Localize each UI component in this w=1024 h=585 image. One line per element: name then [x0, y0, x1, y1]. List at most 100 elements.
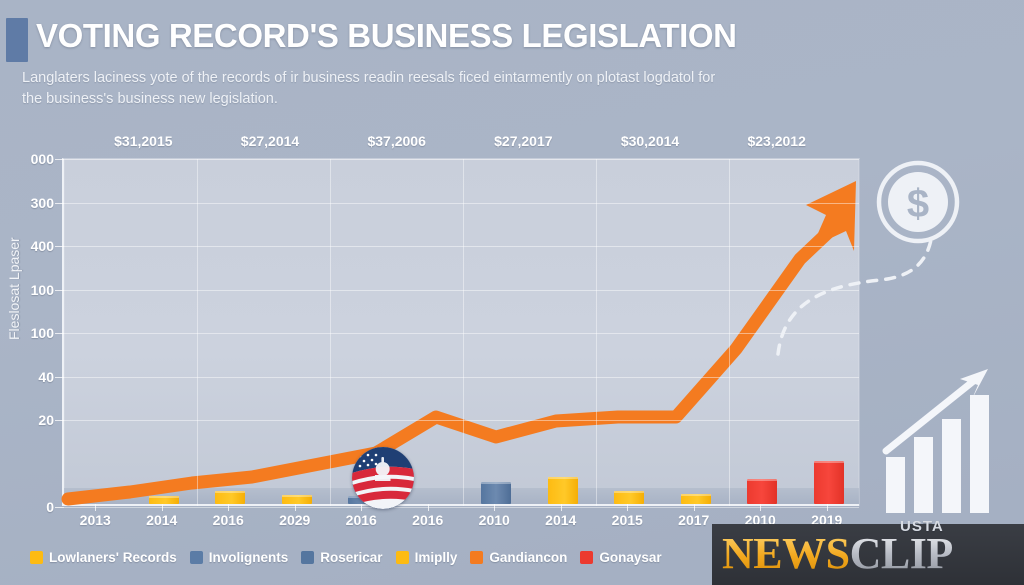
x-axis-tick-label: 2010	[478, 512, 510, 528]
y-axis-tick-label: 100	[30, 325, 54, 341]
legend-swatch	[470, 550, 484, 564]
legend-label: Gonaysar	[599, 549, 662, 565]
x-axis-tick-label: 2017	[678, 512, 710, 528]
x-axis-tick-label: 2016	[212, 512, 244, 528]
legend-item[interactable]: Imiplly	[395, 550, 457, 565]
x-axis-tick-mark	[427, 504, 429, 511]
chart-bar	[614, 490, 645, 504]
y-axis-tick-label: 40	[38, 368, 54, 385]
gridline-horizontal	[64, 507, 859, 508]
header: VOTING RECORD'S BUSINESS LEGISLATION Lan…	[0, 0, 1024, 118]
legend-item[interactable]: Involignents	[189, 549, 289, 565]
logo-news-text: NEWS	[722, 529, 850, 578]
plot-floor	[64, 488, 859, 504]
x-axis-tick-label: 2013	[79, 512, 111, 528]
legend-swatch	[580, 550, 594, 564]
logo-plate	[712, 524, 1024, 585]
x-axis-tick-mark	[494, 504, 496, 511]
y-axis-tick-mark	[55, 202, 64, 204]
chart-bar	[148, 496, 179, 504]
usta-label: USTA	[900, 518, 944, 535]
top-value-label: $27,2014	[240, 133, 300, 149]
gridline-horizontal	[64, 202, 859, 204]
x-axis-tick-mark	[627, 504, 629, 511]
y-axis-tick-mark	[55, 333, 64, 334]
chart-bar	[813, 460, 844, 504]
x-axis-tick-mark	[95, 504, 97, 511]
chart-legend: Lowlaners' Records Involignents Rosericar I…	[30, 546, 662, 568]
y-axis-tick-mark	[55, 507, 64, 508]
chart-bar	[281, 495, 312, 504]
y-axis-tick-mark	[55, 159, 64, 160]
chart-bar	[481, 482, 512, 504]
top-value-label: $30,2014	[620, 133, 680, 149]
legend-label: Involignents	[208, 549, 289, 565]
legend-item[interactable]: Gonaysar	[580, 549, 662, 565]
title-accent-bar	[6, 18, 28, 62]
x-axis-tick-mark	[228, 504, 230, 511]
gridline-horizontal	[64, 420, 859, 421]
x-axis-tick-label: 2014	[545, 512, 577, 528]
legend-swatch	[30, 550, 43, 564]
dollar-coin-icon: $	[876, 160, 960, 244]
x-axis-tick-label: 2016	[345, 512, 377, 528]
y-axis-tick-mark	[55, 376, 64, 378]
gridline-horizontal	[64, 289, 859, 291]
gridline-vertical	[197, 159, 198, 506]
y-axis-tick-label: 000	[30, 151, 54, 167]
top-value-label: $37,2006	[367, 133, 426, 149]
x-axis-tick-mark	[294, 504, 296, 511]
x-axis-tick-label: 2029	[279, 512, 311, 528]
growth-bar-chart-icon	[880, 365, 1000, 515]
legend-swatch	[301, 550, 315, 564]
y-axis-tick-mark	[55, 246, 64, 247]
page-subtitle: Langlaters laciness yote of the records …	[22, 70, 716, 107]
gridline-vertical	[729, 159, 730, 506]
top-value-label: $27,2017	[494, 133, 553, 149]
x-axis-tick-label: 2014	[146, 512, 178, 528]
x-axis-tick-mark	[826, 504, 828, 511]
gridline-horizontal	[64, 159, 859, 160]
chart-bar	[680, 494, 711, 504]
legend-swatch	[395, 550, 409, 564]
legend-item[interactable]: Lowlaners' Records	[30, 550, 177, 565]
trend-line-svg	[61, 181, 856, 506]
page-title: VOTING RECORD'S BUSINESS LEGISLATION	[36, 17, 737, 54]
top-value-label: $31,2015	[114, 133, 173, 149]
newsclip-logo: NEWSCLIP	[722, 529, 953, 579]
y-axis-tick-label: 400	[30, 238, 54, 254]
plot-region: 000 300 400 100 100 40 20 0	[31, 151, 860, 515]
x-axis-ticks: 2013 2014 2016 2029 2016 2016 2010 2014 2015 2017…	[62, 504, 860, 536]
chart-area: Fleslosat Lpaser 000 300 400 100 100 40 20 0	[0, 150, 1024, 520]
gridline-horizontal	[64, 246, 859, 247]
logo-clip-text: CLIP	[849, 529, 954, 578]
y-axis-tick-mark	[55, 289, 64, 291]
gridline-vertical	[596, 159, 597, 506]
x-axis-tick-mark	[760, 504, 762, 511]
x-axis-tick-mark	[693, 504, 695, 511]
legend-item[interactable]: Gandiancon	[470, 550, 567, 565]
x-axis-tick-mark	[560, 504, 562, 511]
legend-item[interactable]: Rosericar	[301, 550, 383, 565]
x-axis-tick-label: 2016	[412, 512, 444, 528]
x-axis-line	[64, 504, 859, 506]
chart-bar	[547, 476, 578, 504]
x-axis-tick-label: 2015	[611, 512, 643, 528]
legend-label: Lowlaners' Records	[49, 549, 177, 565]
chart-bar	[215, 490, 246, 504]
x-axis-tick-mark	[361, 504, 363, 511]
gridline-vertical	[463, 159, 464, 506]
chart-bar	[747, 479, 778, 504]
gandiancon-trend-line	[61, 218, 843, 506]
y-axis-tick-label: 100	[30, 281, 54, 298]
x-axis-tick-mark	[161, 504, 163, 511]
y-axis-tick-label: 20	[38, 412, 54, 428]
legend-swatch	[189, 550, 203, 564]
us-flag-capitol-emblem	[352, 447, 414, 509]
top-value-label: $23,2012	[747, 133, 806, 149]
gridline-horizontal	[64, 376, 859, 378]
y-axis-title: Fleslosat Lpaser	[6, 237, 22, 340]
top-value-labels: $31,2015 $27,2014 $37,2006 $27,2017 $30,2014…	[80, 130, 840, 152]
svg-text:$: $	[907, 182, 929, 226]
dashed-curve-connector	[770, 232, 950, 362]
